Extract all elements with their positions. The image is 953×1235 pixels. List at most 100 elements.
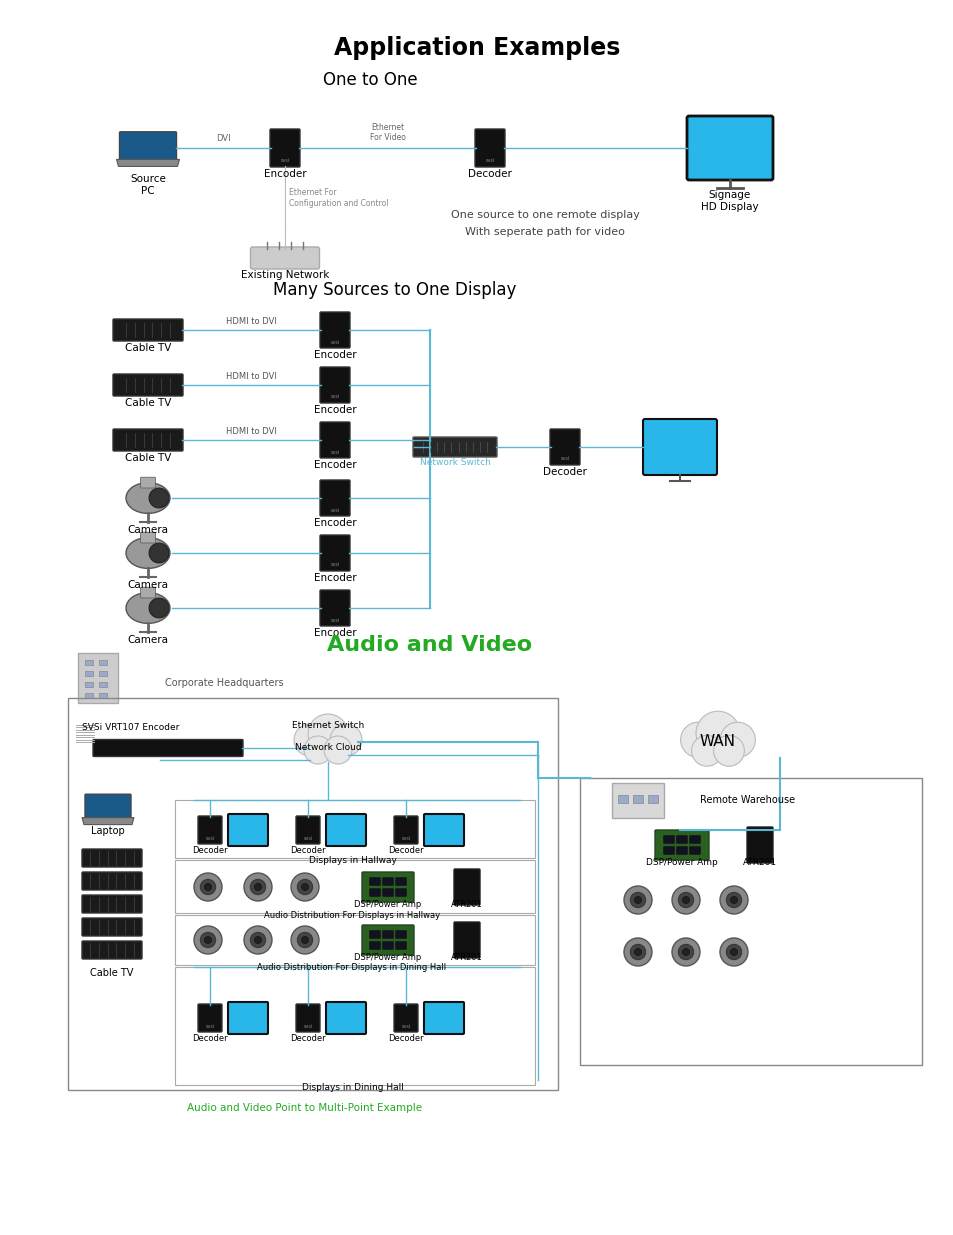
Text: Ethernet For
Configuration and Control: Ethernet For Configuration and Control xyxy=(289,188,388,207)
Text: With seperate path for video: With seperate path for video xyxy=(464,227,624,237)
FancyBboxPatch shape xyxy=(382,931,393,939)
Circle shape xyxy=(730,897,737,904)
Circle shape xyxy=(330,724,361,756)
Text: DSP/Power Amp: DSP/Power Amp xyxy=(354,900,421,909)
Text: Signage
HD Display: Signage HD Display xyxy=(700,190,758,211)
FancyBboxPatch shape xyxy=(361,925,414,955)
FancyBboxPatch shape xyxy=(198,816,222,844)
FancyBboxPatch shape xyxy=(382,878,393,885)
Ellipse shape xyxy=(126,593,170,624)
FancyBboxPatch shape xyxy=(642,419,717,475)
Circle shape xyxy=(244,926,272,953)
Text: Decoder: Decoder xyxy=(192,1034,228,1044)
Text: svsi: svsi xyxy=(330,618,339,622)
Text: Cable TV: Cable TV xyxy=(125,343,171,353)
Text: Existing Network: Existing Network xyxy=(240,270,329,280)
FancyBboxPatch shape xyxy=(228,814,268,846)
Circle shape xyxy=(725,893,740,908)
Circle shape xyxy=(301,883,308,890)
FancyBboxPatch shape xyxy=(82,941,142,960)
Text: svsi: svsi xyxy=(330,450,339,454)
Text: Encoder: Encoder xyxy=(314,573,355,583)
Circle shape xyxy=(291,926,318,953)
Circle shape xyxy=(254,936,261,944)
Text: svsi: svsi xyxy=(205,836,214,841)
FancyBboxPatch shape xyxy=(82,895,142,913)
FancyBboxPatch shape xyxy=(370,931,380,939)
FancyBboxPatch shape xyxy=(454,923,479,958)
FancyBboxPatch shape xyxy=(746,827,772,863)
Text: Laptop: Laptop xyxy=(91,826,125,836)
FancyBboxPatch shape xyxy=(319,480,350,516)
FancyBboxPatch shape xyxy=(99,693,107,698)
FancyBboxPatch shape xyxy=(618,795,627,803)
FancyBboxPatch shape xyxy=(395,878,406,885)
Text: svsi: svsi xyxy=(401,836,410,841)
Circle shape xyxy=(681,948,689,956)
Text: svsi: svsi xyxy=(205,1024,214,1029)
Circle shape xyxy=(250,879,266,894)
Circle shape xyxy=(696,711,740,755)
Circle shape xyxy=(678,893,693,908)
FancyBboxPatch shape xyxy=(686,116,772,180)
FancyBboxPatch shape xyxy=(370,889,380,897)
Circle shape xyxy=(720,722,755,757)
Circle shape xyxy=(308,714,348,755)
FancyBboxPatch shape xyxy=(689,836,700,844)
Circle shape xyxy=(634,948,640,956)
FancyBboxPatch shape xyxy=(370,942,380,950)
Text: One to One: One to One xyxy=(322,70,416,89)
FancyBboxPatch shape xyxy=(319,422,350,458)
Text: Ethernet Switch: Ethernet Switch xyxy=(292,721,364,730)
FancyBboxPatch shape xyxy=(85,682,92,687)
FancyBboxPatch shape xyxy=(676,847,686,855)
FancyBboxPatch shape xyxy=(78,653,118,703)
Text: Audio and Video Point to Multi-Point Example: Audio and Video Point to Multi-Point Exa… xyxy=(187,1103,422,1113)
FancyBboxPatch shape xyxy=(140,532,155,543)
Text: Encoder: Encoder xyxy=(314,459,355,471)
FancyBboxPatch shape xyxy=(676,836,686,844)
Ellipse shape xyxy=(126,537,170,568)
Bar xyxy=(68,698,558,1091)
Text: svsi: svsi xyxy=(485,158,494,163)
Bar xyxy=(174,800,535,858)
FancyBboxPatch shape xyxy=(361,872,414,902)
Text: Camera: Camera xyxy=(128,525,169,535)
FancyBboxPatch shape xyxy=(382,889,393,897)
Text: svsi: svsi xyxy=(330,394,339,399)
Text: Decoder: Decoder xyxy=(468,169,512,179)
Text: Source
PC: Source PC xyxy=(130,174,166,195)
FancyBboxPatch shape xyxy=(295,1004,319,1032)
FancyBboxPatch shape xyxy=(454,869,479,905)
Text: HDMI to DVI: HDMI to DVI xyxy=(226,317,276,326)
Text: Displays in Dining Hall: Displays in Dining Hall xyxy=(302,1083,403,1092)
FancyBboxPatch shape xyxy=(270,128,299,167)
Text: HDMI to DVI: HDMI to DVI xyxy=(226,372,276,382)
Circle shape xyxy=(691,735,721,766)
FancyBboxPatch shape xyxy=(319,535,350,571)
Circle shape xyxy=(204,883,212,890)
Text: Decoder: Decoder xyxy=(290,846,326,855)
Text: HDMI to DVI: HDMI to DVI xyxy=(226,427,276,436)
Text: Network Switch: Network Switch xyxy=(419,458,490,467)
FancyBboxPatch shape xyxy=(319,367,350,403)
FancyBboxPatch shape xyxy=(689,847,700,855)
FancyBboxPatch shape xyxy=(655,830,708,860)
FancyBboxPatch shape xyxy=(198,1004,222,1032)
Text: DSP/Power Amp: DSP/Power Amp xyxy=(645,858,717,867)
FancyBboxPatch shape xyxy=(475,128,504,167)
Text: Decoder: Decoder xyxy=(388,1034,423,1044)
Text: Many Sources to One Display: Many Sources to One Display xyxy=(273,282,517,299)
FancyBboxPatch shape xyxy=(85,794,131,819)
Circle shape xyxy=(720,885,747,914)
Circle shape xyxy=(725,945,740,960)
Text: Camera: Camera xyxy=(128,635,169,645)
Circle shape xyxy=(304,736,332,764)
FancyBboxPatch shape xyxy=(550,429,579,466)
Text: svsi: svsi xyxy=(303,1024,313,1029)
Bar xyxy=(579,778,921,1065)
Circle shape xyxy=(149,598,169,618)
Circle shape xyxy=(254,883,261,890)
Circle shape xyxy=(630,893,645,908)
FancyBboxPatch shape xyxy=(647,795,658,803)
